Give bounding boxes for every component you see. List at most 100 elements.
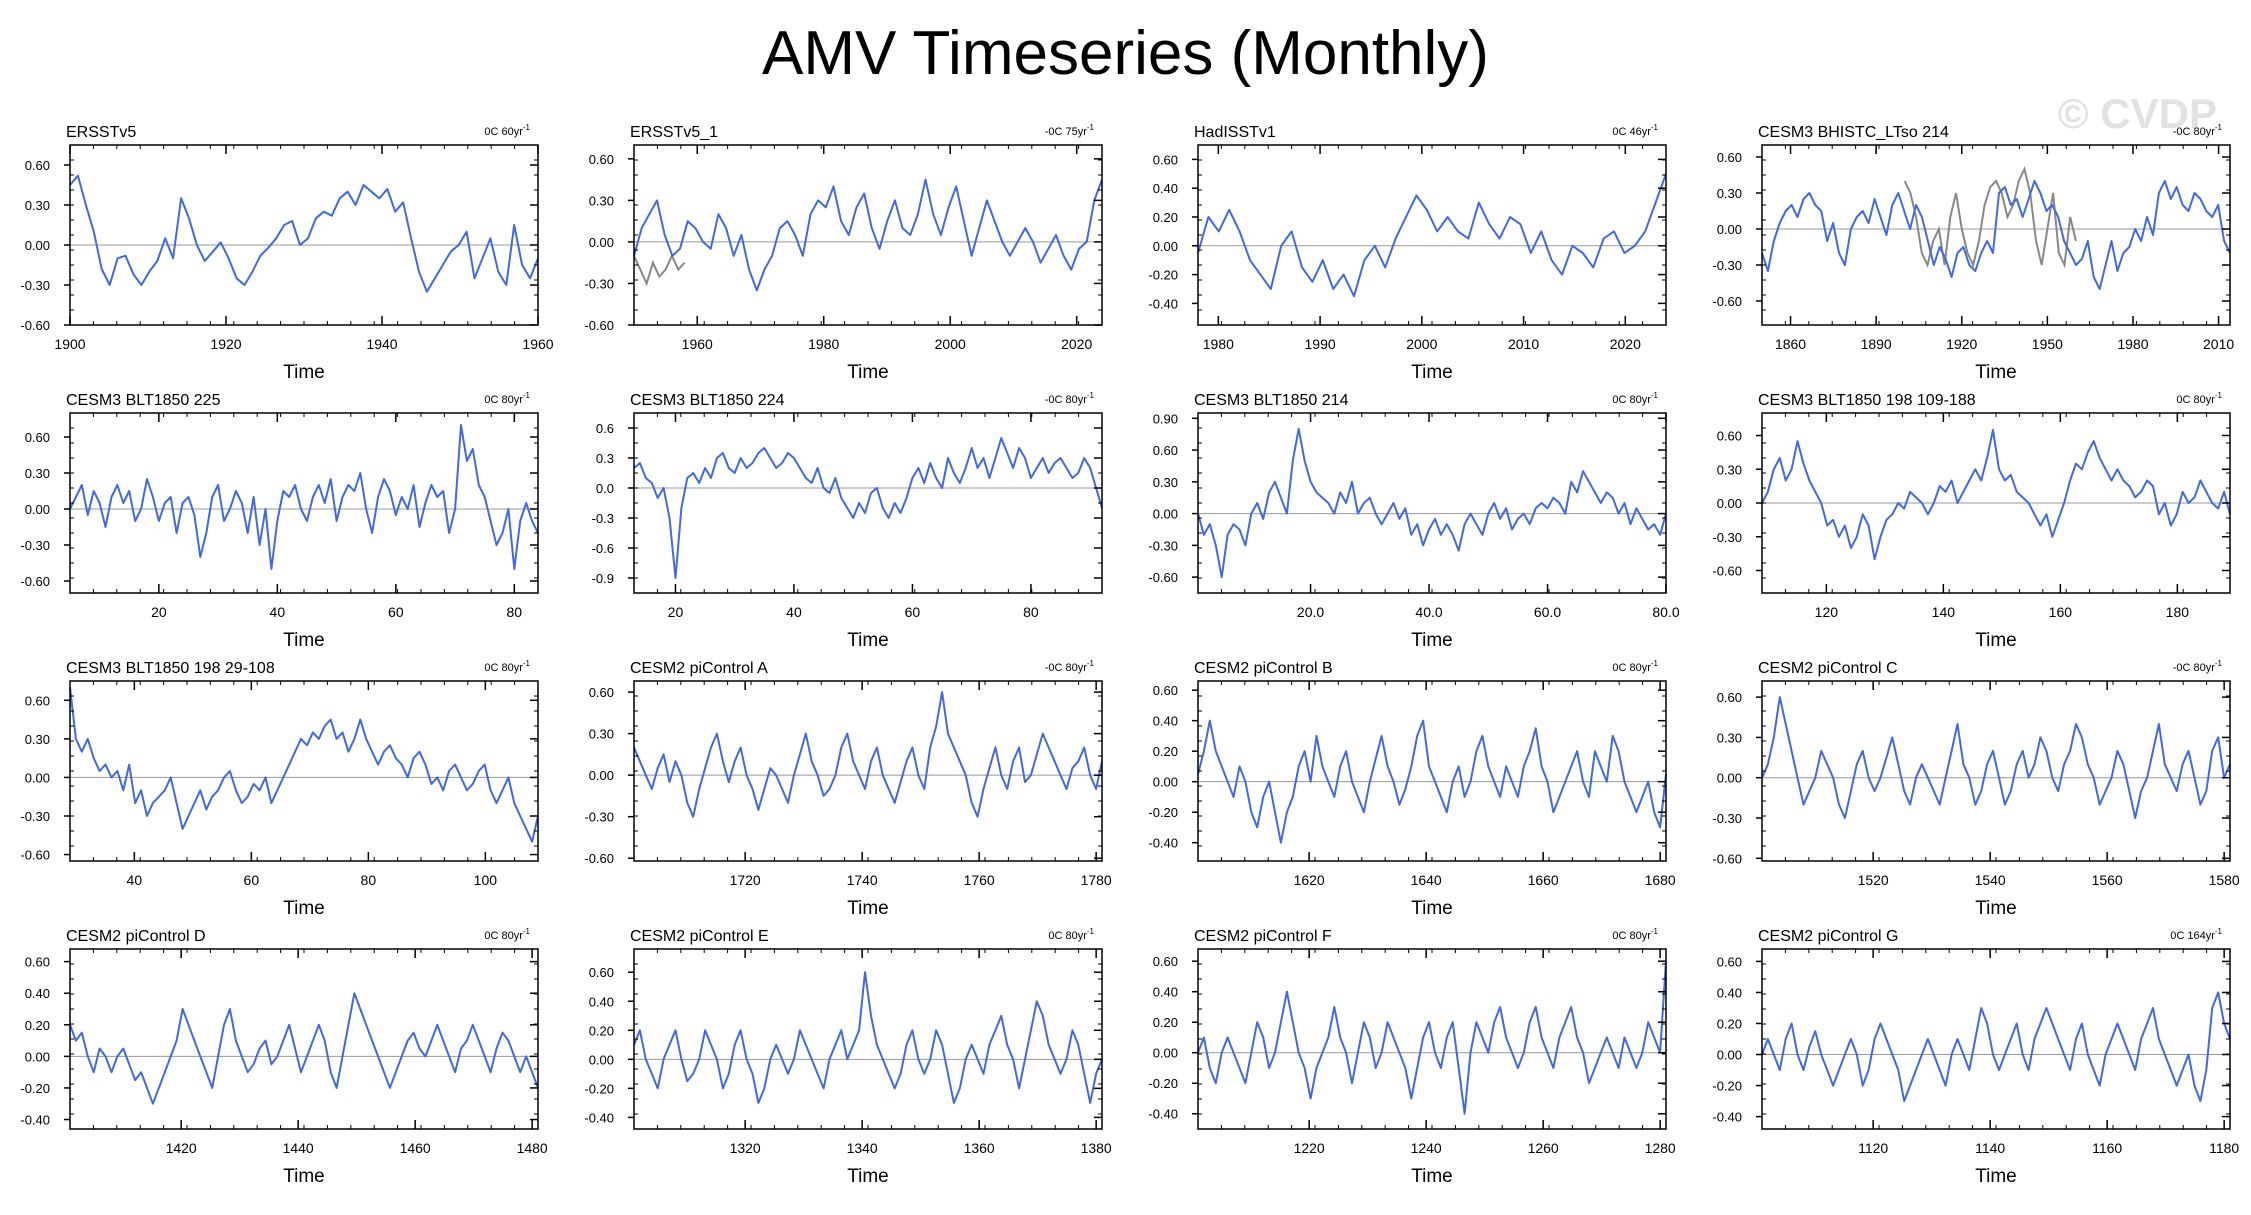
chart-panel: 20 40 60 80 -0.9 -0.6 -0.3 0.0 0.3 0.6 CESM3 BLT18… <box>592 391 1103 651</box>
chart-title: HadISSTv1 <box>1194 124 1276 141</box>
x-tick-label: 1680 <box>1645 872 1676 888</box>
y-tick-label: -0.30 <box>584 810 614 825</box>
plot-frame <box>1197 412 1667 594</box>
y-tick-label: 0.00 <box>25 502 50 517</box>
y-tick-label: 0.20 <box>1717 1016 1742 1031</box>
x-tick-label: 180 <box>2166 604 2190 620</box>
chart-title: CESM2 piControl C <box>1758 660 1898 677</box>
trend-label: 0C 80yr-1 <box>1048 927 1094 942</box>
chart-panel: 1900 1920 1940 1960 -0.60 -0.30 0.00 0.30 0.60 ER… <box>20 123 553 383</box>
series-line <box>1197 173 1667 298</box>
x-tick-label: 1950 <box>2032 336 2063 352</box>
y-tick-label: 0.6 <box>596 421 614 436</box>
x-tick-label: 1720 <box>730 872 761 888</box>
y-tick-label: -0.60 <box>20 848 50 863</box>
plot-frame <box>1761 680 2231 862</box>
x-tick-label: 1580 <box>2209 872 2240 888</box>
y-tick-label: 0.60 <box>25 158 50 173</box>
y-tick-label: 0.60 <box>1153 443 1178 458</box>
trend-label: 0C 80yr-1 <box>484 659 530 674</box>
chart-title: CESM2 piControl D <box>66 928 206 945</box>
series-line <box>1761 991 2231 1103</box>
y-tick-label: 0.00 <box>25 238 50 253</box>
y-tick-label: 0.00 <box>1717 496 1742 511</box>
x-tick-label: 140 <box>1932 604 1956 620</box>
series-line <box>69 992 539 1105</box>
y-tick-label: 0.30 <box>589 193 614 208</box>
y-tick-label: -0.60 <box>1712 564 1742 579</box>
x-tick-label: 1320 <box>730 1140 761 1156</box>
x-tick-label: 1640 <box>1411 872 1442 888</box>
plot-frame <box>1761 144 2231 326</box>
x-tick-label: 1960 <box>682 336 713 352</box>
x-tick-label: 1980 <box>808 336 839 352</box>
y-tick-label: -0.30 <box>584 276 614 291</box>
trend-label: 0C 80yr-1 <box>2176 391 2222 406</box>
x-axis-label: Time <box>1975 1166 2017 1187</box>
x-tick-label: 60.0 <box>1534 604 1561 620</box>
series-line <box>1761 428 2231 561</box>
chart-panel: 20 40 60 80 -0.60 -0.30 0.00 0.30 0.60 CESM3 BLT1… <box>20 391 539 651</box>
y-tick-label: 0.30 <box>589 727 614 742</box>
y-tick-label: 0.40 <box>1153 714 1178 729</box>
y-tick-label: -0.3 <box>592 511 614 526</box>
x-tick-label: 60 <box>905 604 921 620</box>
chart-title: CESM2 piControl A <box>630 660 768 677</box>
y-tick-label: 0.00 <box>1717 1048 1742 1063</box>
trend-unit-superscript: -1 <box>1651 391 1659 400</box>
x-tick-label: 40 <box>127 872 143 888</box>
y-tick-label: -0.40 <box>1712 1110 1742 1125</box>
chart-title: ERSSTv5 <box>66 124 136 141</box>
y-tick-label: -0.40 <box>1148 1107 1178 1122</box>
trend-label: -0C 80yr-1 <box>2173 123 2223 138</box>
y-tick-label: 0.00 <box>1153 1046 1178 1061</box>
x-tick-label: 120 <box>1815 604 1839 620</box>
observed-overlay-line <box>1903 166 2077 269</box>
y-tick-label: 0.00 <box>589 1052 614 1067</box>
y-tick-label: 0.00 <box>1717 771 1742 786</box>
trend-unit-superscript: -1 <box>523 391 531 400</box>
y-tick-label: 0.40 <box>1153 181 1178 196</box>
trend-label: -0C 80yr-1 <box>1045 659 1095 674</box>
x-tick-label: 1780 <box>1081 872 1112 888</box>
chart-panel: 1720 1740 1760 1780 -0.60 -0.30 0.00 0.30 0.60 CE… <box>584 659 1112 919</box>
series-line <box>633 437 1103 579</box>
chart-panel: 1860 1890 1920 1950 1980 2010 -0.60 -0.30 0.00 0.… <box>1712 123 2234 383</box>
y-tick-label: 0.30 <box>25 198 50 213</box>
x-tick-label: 1340 <box>847 1140 878 1156</box>
chart-title: CESM3 BLT1850 214 <box>1194 392 1349 409</box>
y-tick-label: -0.20 <box>1712 1079 1742 1094</box>
trend-label: 0C 80yr-1 <box>484 391 530 406</box>
x-tick-label: 1380 <box>1081 1140 1112 1156</box>
x-tick-label: 1480 <box>517 1140 548 1156</box>
y-tick-label: 0.00 <box>25 770 50 785</box>
x-tick-label: 40 <box>786 604 802 620</box>
chart-panel: 1320 1340 1360 1380 -0.40 -0.20 0.00 0.20 0.40 0.… <box>584 927 1112 1187</box>
y-tick-label: 0.40 <box>589 994 614 1009</box>
x-tick-label: 2020 <box>1061 336 1092 352</box>
x-tick-label: 60 <box>388 604 404 620</box>
y-tick-label: -0.30 <box>1712 811 1742 826</box>
y-tick-label: 0.00 <box>25 1049 50 1064</box>
x-tick-label: 1920 <box>210 336 241 352</box>
x-tick-label: 80 <box>1023 604 1039 620</box>
y-tick-label: -0.30 <box>1712 258 1742 273</box>
y-tick-label: -0.30 <box>1148 538 1178 553</box>
x-tick-label: 1760 <box>964 872 995 888</box>
x-tick-label: 1140 <box>1975 1140 2005 1156</box>
y-tick-label: -0.60 <box>584 318 614 333</box>
trend-label: 0C 60yr-1 <box>484 123 530 138</box>
x-tick-label: 1890 <box>1861 336 1892 352</box>
y-tick-label: -0.40 <box>1148 296 1178 311</box>
y-tick-label: 0.30 <box>1153 475 1178 490</box>
x-tick-label: 60 <box>244 872 260 888</box>
chart-panel: 40 60 80 100 -0.60 -0.30 0.00 0.30 0.60 CESM3 BLT… <box>20 659 539 919</box>
trend-label: 0C 164yr-1 <box>2170 927 2222 942</box>
watermark: © CVDP <box>2057 90 2217 137</box>
x-tick-label: 1900 <box>54 336 85 352</box>
trend-label: 0C 80yr-1 <box>1612 659 1658 674</box>
x-tick-label: 1940 <box>366 336 397 352</box>
y-tick-label: -0.40 <box>584 1110 614 1125</box>
x-tick-label: 1560 <box>2092 872 2123 888</box>
trend-unit-superscript: -1 <box>1651 927 1659 936</box>
